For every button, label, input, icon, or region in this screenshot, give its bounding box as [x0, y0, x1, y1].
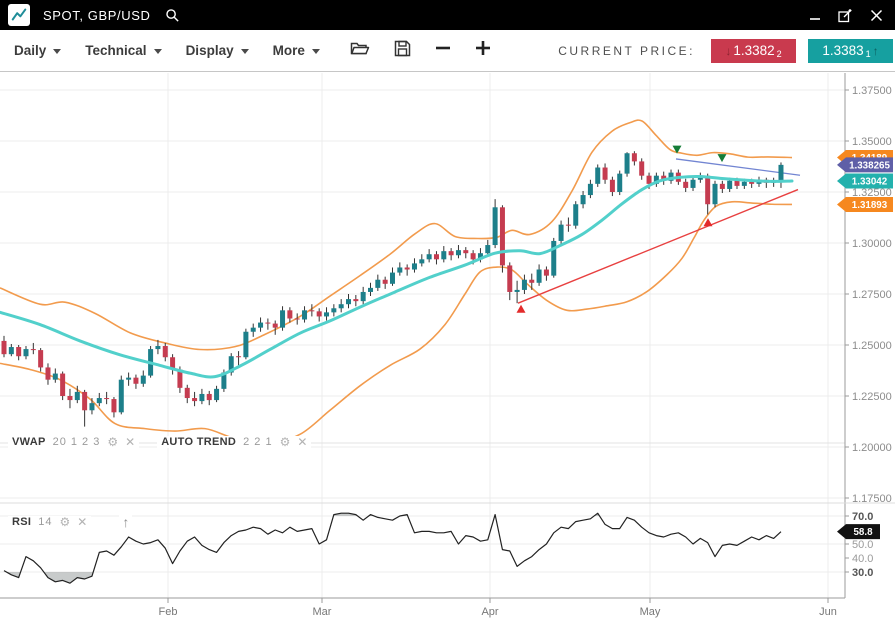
svg-text:Apr: Apr	[481, 606, 498, 618]
lower-band-price-tag: 1.31893	[837, 196, 893, 212]
svg-text:1.20000: 1.20000	[852, 442, 892, 454]
close-icon[interactable]	[870, 9, 883, 22]
auto-trend-legend-params: 2 2 1	[243, 436, 273, 448]
ask-price-pip: 1	[865, 48, 871, 59]
app-chart-icon	[8, 4, 30, 26]
ask-price: 1.3383	[822, 43, 864, 58]
arrow-up-icon: ↑	[872, 43, 879, 58]
trade-signal-markers	[516, 145, 727, 313]
technical-menu[interactable]: Technical	[85, 43, 162, 58]
svg-text:Mar: Mar	[313, 606, 332, 618]
open-folder-icon[interactable]	[350, 40, 370, 61]
vwap-price-tag: 1.33042	[837, 173, 893, 189]
minimize-button[interactable]	[809, 9, 822, 22]
auto-trend-legend-label: AUTO TREND	[161, 436, 237, 448]
svg-text:1.35000: 1.35000	[852, 136, 892, 148]
svg-text:70.0: 70.0	[852, 511, 873, 523]
svg-text:40.0: 40.0	[852, 553, 873, 565]
svg-text:1.338265: 1.338265	[849, 160, 890, 171]
svg-text:1.27500: 1.27500	[852, 289, 892, 301]
display-menu-label: Display	[185, 43, 234, 58]
rsi-legend-params: 14	[38, 516, 53, 528]
chart-toolbar: Daily Technical Display More CURRENT PRI…	[0, 30, 895, 72]
bid-price: 1.3382	[733, 43, 775, 58]
vwap-legend-params: 20 1 2 3	[52, 436, 101, 448]
popout-button[interactable]	[838, 8, 854, 23]
svg-text:Feb: Feb	[159, 606, 178, 618]
chevron-down-icon	[53, 49, 62, 54]
svg-text:Jun: Jun	[819, 606, 837, 618]
vwap-line	[0, 174, 794, 379]
chevron-down-icon	[153, 49, 162, 54]
save-icon[interactable]	[394, 40, 411, 62]
svg-text:58.8: 58.8	[853, 527, 873, 538]
rsi-line	[3, 512, 782, 584]
svg-text:30.0: 30.0	[852, 567, 873, 579]
current-price-label: CURRENT PRICE:	[558, 43, 695, 58]
svg-text:1.37500: 1.37500	[852, 85, 892, 97]
gear-icon[interactable]: ⚙	[279, 435, 291, 449]
rsi-legend-label: RSI	[12, 516, 32, 528]
remove-indicator-icon[interactable]: ✕	[77, 515, 88, 529]
vwap-legend-label: VWAP	[12, 436, 46, 448]
chevron-down-icon	[311, 49, 320, 54]
vwap-upper-band-line	[0, 119, 793, 351]
auto-trend-support-line	[517, 188, 799, 304]
remove-indicator-icon[interactable]: ✕	[297, 435, 308, 449]
rsi-legend: RSI 14 ⚙ ✕	[8, 515, 92, 529]
expand-pane-icon[interactable]: ↑	[119, 514, 133, 530]
arrow-down-icon: ↓	[725, 43, 732, 58]
buy-price-button[interactable]: 1.3383 1 ↑	[808, 38, 893, 63]
vwap-legend: VWAP 20 1 2 3 ⚙ ✕	[8, 435, 140, 449]
display-menu[interactable]: Display	[186, 43, 249, 58]
zoom-out-button[interactable]	[435, 40, 451, 61]
more-menu[interactable]: More	[273, 43, 320, 58]
auto-trend-legend: AUTO TREND 2 2 1 ⚙ ✕	[157, 435, 312, 449]
svg-text:1.30000: 1.30000	[852, 238, 892, 250]
zoom-in-button[interactable]	[475, 40, 491, 61]
price-chart-canvas[interactable]: 1.37500 1.35000 1.32500 1.30000 1.27500 1.250…	[0, 72, 895, 623]
axes	[0, 73, 895, 599]
sell-signal-icon	[717, 154, 727, 163]
more-menu-label: More	[272, 43, 305, 58]
time-axis-labels: Feb Mar Apr May Jun	[159, 598, 837, 618]
svg-text:May: May	[640, 606, 661, 618]
timeframe-menu[interactable]: Daily	[14, 43, 62, 58]
gear-icon[interactable]: ⚙	[59, 515, 71, 529]
svg-text:1.25000: 1.25000	[852, 340, 892, 352]
chevron-down-icon	[240, 49, 249, 54]
sell-price-button[interactable]: ↓ 1.3382 2	[711, 38, 796, 63]
window-titlebar: SPOT, GBP/USD	[0, 0, 895, 30]
svg-text:1.22500: 1.22500	[852, 391, 892, 403]
main-indicator-legend: VWAP 20 1 2 3 ⚙ ✕ AUTO TREND 2 2 1 ⚙ ✕	[8, 435, 312, 449]
rsi-indicator-legend: RSI 14 ⚙ ✕ ↑	[8, 514, 133, 530]
timeframe-menu-label: Daily	[14, 43, 47, 58]
sell-signal-icon	[672, 145, 682, 154]
rsi-oversold-fill	[4, 572, 781, 584]
vwap-lower-band-line	[0, 200, 793, 444]
price-axis-labels: 1.37500 1.35000 1.32500 1.30000 1.27500 1.250…	[845, 85, 892, 579]
svg-text:50.0: 50.0	[852, 539, 873, 551]
rsi-value-tag: 58.8	[837, 524, 880, 540]
current-price-tag: 1.338265	[837, 157, 893, 173]
candlesticks	[1, 151, 784, 427]
gear-icon[interactable]: ⚙	[107, 435, 119, 449]
svg-text:1.32500: 1.32500	[852, 187, 892, 199]
buy-signal-icon	[516, 304, 526, 313]
buy-signal-icon	[703, 218, 713, 227]
svg-text:1.31893: 1.31893	[852, 200, 888, 211]
technical-menu-label: Technical	[85, 43, 147, 58]
window-title: SPOT, GBP/USD	[43, 7, 151, 23]
svg-text:1.17500: 1.17500	[852, 493, 892, 505]
remove-indicator-icon[interactable]: ✕	[125, 435, 136, 449]
svg-text:1.33042: 1.33042	[852, 176, 888, 187]
search-icon[interactable]	[165, 8, 180, 23]
bid-price-pip: 2	[776, 48, 782, 59]
